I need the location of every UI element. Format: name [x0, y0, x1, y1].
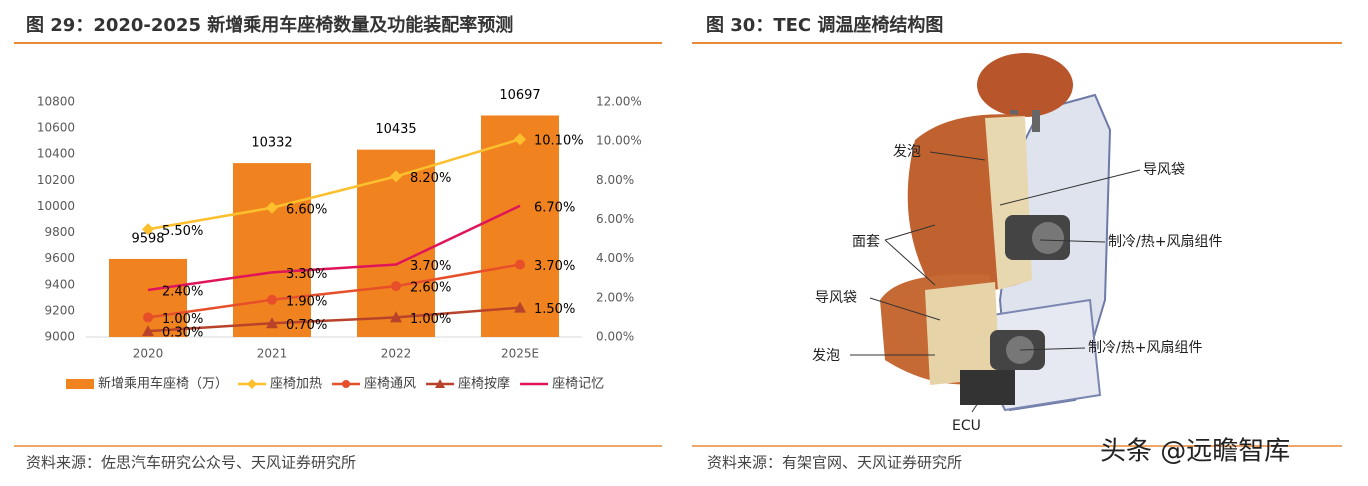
line	[147, 138, 521, 231]
watermark: 头条 @远瞻智库	[1100, 437, 1290, 467]
callout: ECU	[952, 418, 981, 434]
legend-label: 座椅通风	[364, 377, 416, 392]
marker	[514, 133, 526, 146]
y-tick-label: 9800	[44, 225, 75, 239]
source: 资料来源：有架官网、天风证券研究所	[707, 454, 962, 472]
value-label: 2.40%	[162, 285, 203, 300]
value-label: 6.60%	[286, 202, 327, 217]
legend-swatch	[66, 379, 94, 389]
y-tick-label: 10400	[37, 147, 75, 161]
x-tick-label: 2025E	[501, 347, 539, 361]
value-label: 3.70%	[534, 259, 575, 274]
bar	[109, 258, 187, 337]
value-label: 3.70%	[410, 259, 451, 274]
seat-illustration	[850, 53, 1141, 413]
value-label: 0.30%	[162, 326, 203, 341]
marker	[514, 301, 526, 313]
value-label: 10332	[251, 136, 292, 151]
value-label: 10697	[499, 88, 540, 103]
callout: 面套	[852, 234, 880, 250]
line	[147, 204, 521, 292]
y2-tick-label: 6.00%	[596, 212, 634, 226]
x-tick-label: 2021	[257, 347, 288, 361]
callout: 发泡	[812, 348, 840, 364]
y-tick-label: 9400	[44, 277, 75, 291]
legend-label: 座椅记忆	[552, 376, 604, 392]
legend-label: 座椅按摩	[458, 376, 510, 392]
bar	[481, 115, 559, 337]
y-tick-label: 9200	[44, 303, 75, 317]
value-label: 5.50%	[162, 224, 203, 239]
value-label: 0.70%	[286, 318, 327, 333]
callout: 导风袋	[1143, 162, 1185, 178]
value-label: 8.20%	[410, 171, 451, 186]
line	[147, 263, 521, 319]
source: 资料来源：佐思汽车研究公众号、天风证券研究所	[26, 454, 356, 472]
x-tick-label: 2020	[133, 347, 164, 361]
y-tick-label: 10000	[37, 199, 75, 213]
y-tick-label: 10600	[37, 121, 75, 135]
value-label: 9598	[131, 231, 164, 246]
marker	[515, 259, 525, 270]
y-tick-label: 10200	[37, 173, 75, 187]
marker	[391, 281, 401, 292]
x-tick-label: 2022	[381, 347, 412, 361]
value-label: 1.90%	[286, 294, 327, 309]
value-label: 10.10%	[534, 134, 584, 149]
marker	[142, 223, 154, 236]
value-label: 1.50%	[534, 302, 575, 317]
callout: 制冷/热+风扇组件	[1108, 234, 1222, 250]
y2-tick-label: 4.00%	[596, 251, 634, 265]
y2-tick-label: 10.00%	[596, 134, 642, 148]
marker	[390, 170, 402, 183]
y2-tick-label: 8.00%	[596, 173, 634, 187]
marker	[266, 317, 278, 329]
y2-tick-label: 2.00%	[596, 290, 634, 304]
callout: 发泡	[893, 144, 921, 160]
bar	[233, 163, 311, 337]
legend-label: 新增乘用车座椅（万）	[98, 376, 228, 392]
value-label: 1.00%	[162, 312, 203, 327]
callout: 制冷/热+风扇组件	[1088, 340, 1202, 356]
legend-marker	[247, 379, 258, 389]
y-tick-label: 9600	[44, 251, 75, 265]
figure-title: 图 30：TEC 调温座椅结构图	[706, 14, 943, 36]
value-label: 3.30%	[286, 267, 327, 282]
y2-tick-label: 12.00%	[596, 95, 642, 109]
figure-title: 图 29：2020-2025 新增乘用车座椅数量及功能装配率预测	[26, 14, 513, 36]
legend-marker	[342, 380, 351, 388]
y-tick-label: 9000	[44, 330, 75, 344]
value-label: 10435	[375, 122, 416, 137]
line	[147, 306, 521, 333]
marker	[390, 311, 402, 323]
marker	[142, 325, 154, 337]
legend-label: 座椅加热	[270, 377, 322, 392]
callout: 导风袋	[815, 290, 857, 306]
marker	[267, 294, 277, 305]
y-tick-label: 10800	[37, 95, 75, 109]
value-label: 6.70%	[534, 200, 575, 215]
value-label: 1.00%	[410, 312, 451, 327]
y2-tick-label: 0.00%	[596, 330, 634, 344]
value-label: 2.60%	[410, 281, 451, 296]
marker	[143, 312, 153, 323]
marker	[266, 201, 278, 214]
legend-marker	[435, 379, 446, 388]
